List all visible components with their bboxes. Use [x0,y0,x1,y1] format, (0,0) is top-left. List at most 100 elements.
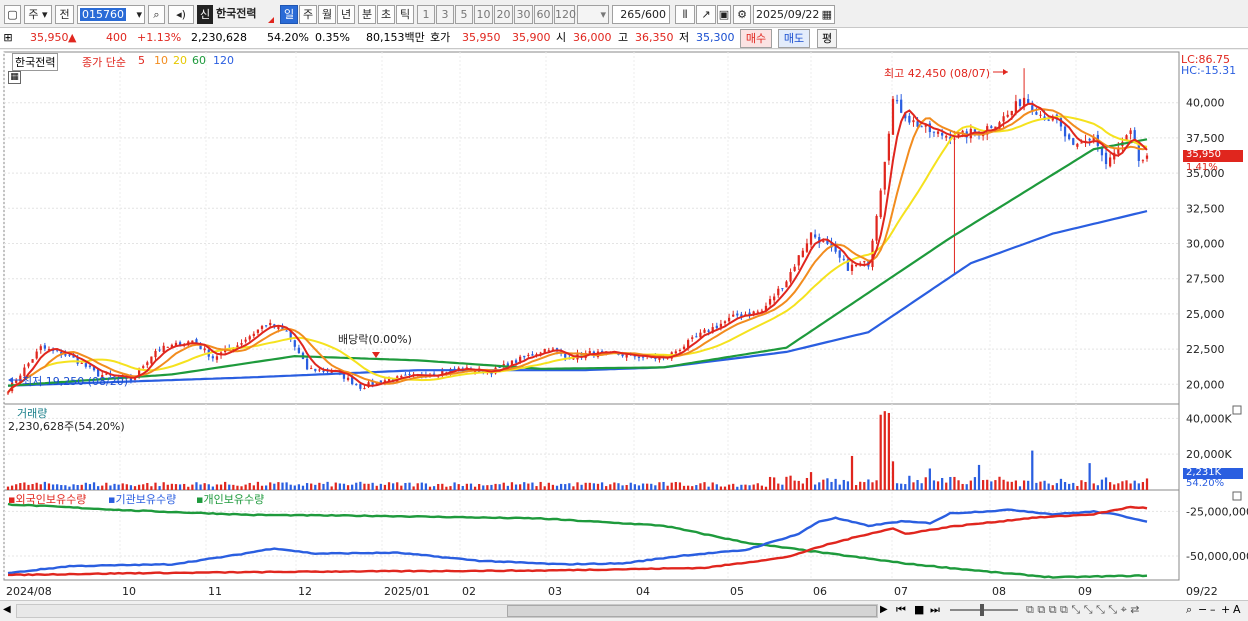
period-second[interactable]: 초 [377,5,395,24]
date-input[interactable]: 2025/09/22 ▦ [753,5,835,24]
calendar-icon[interactable]: ▦ [821,8,832,21]
minimize-icon[interactable]: – [1210,603,1216,616]
high-value: 36,350 [635,31,674,44]
gear-icon[interactable]: ⚙ [733,5,751,24]
market-type-select[interactable]: 주 ▾ [24,5,52,24]
amount-value: 80,153백만 [366,31,425,44]
volume-bar [1010,481,1013,490]
volume-bar [56,484,59,490]
volume-bar [543,486,546,490]
volume-bar [420,482,423,490]
volume-bar [445,486,448,490]
volume-bar [146,482,149,490]
avg-button[interactable]: 평 [817,29,837,48]
candle-body [908,115,911,123]
volume-bar [519,484,522,490]
ma10-line [7,107,1148,394]
zoom-search-icon[interactable]: ⌕ [1186,603,1193,616]
chevron-down-icon[interactable]: ▾ [136,8,142,21]
custom-interval-select[interactable]: ▾ [577,5,609,24]
speaker-icon[interactable]: ◂) [168,5,194,24]
candle-body [904,112,907,119]
search-icon[interactable]: ⌕ [148,5,165,24]
grid-toggle-icon[interactable]: ▦ [8,71,21,84]
volume-bar [68,486,71,490]
period-minute[interactable]: 분 [358,5,376,24]
volume-bar [863,482,866,490]
save-icon[interactable]: ▣ [717,5,731,24]
volume-bar [629,482,632,490]
zoom-in-icon[interactable]: + [1221,603,1231,616]
volume-bar [506,485,509,490]
legend-stock-name[interactable]: 한국전력 [12,53,59,71]
layout-icons[interactable]: ⧉ ⧉ ⧉ ⧉ ⤡ ⤡ ⤡ ⤡ ⌖ ⇄ [1026,603,1140,616]
legend-ma60: 60 [192,54,206,67]
volume-bar [428,486,432,490]
candle-body [527,354,530,356]
buy-button[interactable]: 매수 [740,29,772,48]
stop-icon[interactable]: ■ [914,603,925,616]
candle-body [264,325,268,327]
interval-1[interactable]: 1 [417,5,435,24]
sell-button[interactable]: 매도 [778,29,810,48]
volume-bar [707,486,710,490]
count-input[interactable]: 265/600 [612,5,670,24]
volume-bar [637,485,641,490]
volume-bar [1051,485,1054,490]
holding-panel-close-icon[interactable] [1232,491,1242,501]
volume-bar [387,482,391,490]
candle-body [531,354,534,356]
zoom-out-icon[interactable]: − [1198,603,1208,616]
volume-bar [1055,483,1058,490]
volume-bar [51,484,55,490]
chart-area: 40,000 37,500 35,000 32,500 30,000 27,500 25,0… [0,50,1248,600]
candle-body [887,133,891,161]
volume-panel-close-icon[interactable] [1232,405,1242,415]
window-icon[interactable]: ▢ [4,5,21,24]
bottom-toolbar: ◀ ▶ ⏮ ■ ⏭ ⧉ ⧉ ⧉ ⧉ ⤡ ⤡ ⤡ ⤡ ⌖ ⇄ ⌕ − – + A [0,600,1248,621]
interval-120[interactable]: 120 [554,5,576,24]
scrollbar-track[interactable] [16,604,878,618]
stock-code-input[interactable]: 015760 ▾ [77,5,145,24]
volume-bar [1096,485,1099,490]
volume-bar [363,483,366,490]
low-value: 35,300 [696,31,735,44]
interval-3[interactable]: 3 [436,5,454,24]
candle-body [1129,130,1132,134]
last-page-icon[interactable]: ⏭ [930,603,940,616]
interval-30[interactable]: 30 [514,5,533,24]
period-week[interactable]: 주 [299,5,317,24]
interval-60[interactable]: 60 [534,5,553,24]
scroll-left-icon[interactable]: ◀ [3,604,11,615]
volume-bar [551,484,555,490]
volume-bar [1027,480,1030,490]
period-year[interactable]: 년 [337,5,355,24]
font-size-icon[interactable]: A [1233,603,1241,616]
ma120-line [7,210,1148,387]
volume-bar [297,484,301,490]
volume-bar [965,484,968,490]
scrollbar-thumb[interactable] [507,605,877,617]
first-page-icon[interactable]: ⏮ [896,603,906,616]
volume-bar [879,414,882,490]
scroll-right-icon[interactable]: ▶ [880,604,888,615]
zoom-slider-handle[interactable] [980,604,984,616]
volume-bar [392,483,395,490]
candle-body [105,373,108,375]
period-month[interactable]: 월 [318,5,336,24]
period-day[interactable]: 일 [280,5,298,24]
quote-collapse-icon[interactable]: ⊞ [3,31,13,44]
candle-body [1104,152,1108,165]
interval-5[interactable]: 5 [455,5,473,24]
volume-bar [1125,480,1128,490]
period-tick[interactable]: 틱 [396,5,414,24]
volume-bar [830,481,833,490]
zoom-slider-track[interactable] [950,604,1018,616]
prev-button[interactable]: 전 [55,5,74,24]
interval-10[interactable]: 10 [474,5,493,24]
interval-20[interactable]: 20 [494,5,513,24]
candle-body [674,351,677,354]
candle-body [1010,110,1013,116]
line-tool-icon[interactable]: ↗ [696,5,716,24]
candle-icon[interactable]: ⫴ [675,5,695,24]
